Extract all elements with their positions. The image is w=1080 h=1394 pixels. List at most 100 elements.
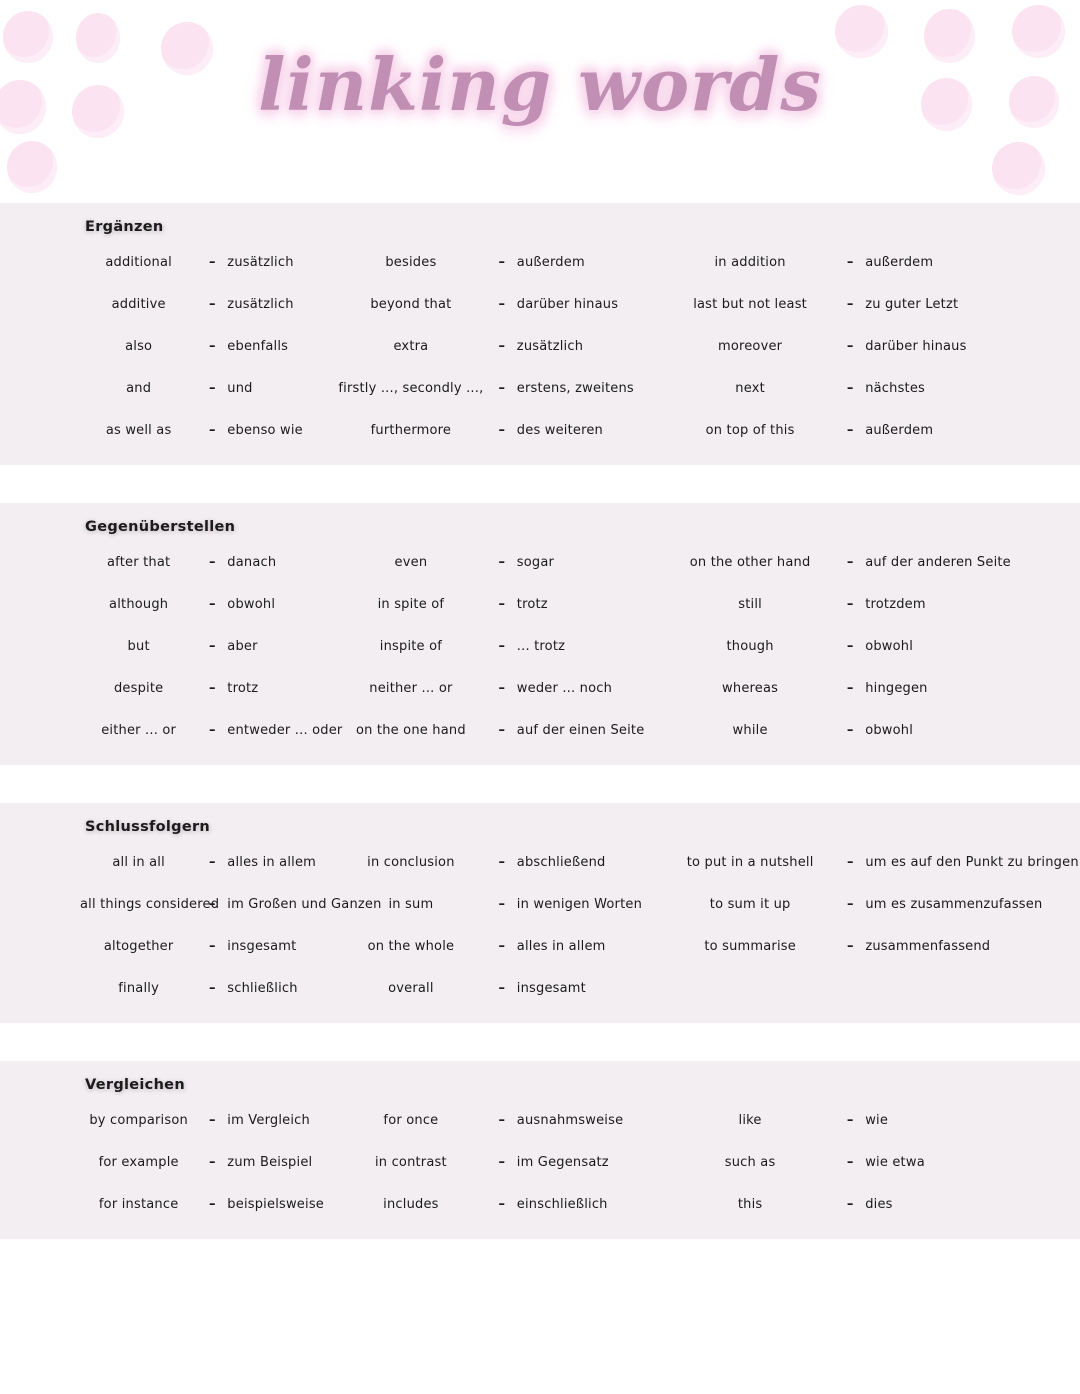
english-term: by comparison xyxy=(89,1112,188,1128)
word-pair-row: firstly ..., secondly ..., – erstens, zwei… xyxy=(335,367,665,409)
separator-dash: – xyxy=(498,854,506,870)
german-translation: alles in allem xyxy=(227,854,317,870)
separator-dash: – xyxy=(846,938,854,954)
german-translation: ebenso wie xyxy=(227,422,303,438)
english-term: to summarise xyxy=(704,938,796,954)
german-translation: hingegen xyxy=(865,680,928,696)
separator-dash: – xyxy=(846,1154,854,1170)
word-pair-row: but – aber xyxy=(80,625,335,667)
polka-dot-icon xyxy=(72,85,124,138)
german-translation: insgesamt xyxy=(516,980,586,996)
german-translation: alles in allem xyxy=(516,938,606,954)
polka-dot-icon xyxy=(7,141,57,193)
separator-dash: – xyxy=(498,680,506,696)
english-term: firstly ..., secondly ..., xyxy=(338,380,484,396)
word-pair-row: in contrast – im Gegensatz xyxy=(335,1141,665,1183)
english-term: in sum xyxy=(388,896,434,912)
english-term: furthermore xyxy=(370,422,452,438)
english-term: to put in a nutshell xyxy=(686,854,814,870)
english-term: extra xyxy=(393,338,429,354)
german-translation: schließlich xyxy=(227,980,298,996)
german-translation: darüber hinaus xyxy=(516,296,619,312)
sections-container: Ergänzen additional – zusätzlich additive – zu… xyxy=(0,203,1080,1239)
english-term: such as xyxy=(724,1154,776,1170)
separator-dash: – xyxy=(846,1112,854,1128)
separator-dash: – xyxy=(498,1112,506,1128)
polka-dot-icon xyxy=(921,78,972,131)
english-term: in addition xyxy=(714,254,786,270)
english-term: besides xyxy=(385,254,437,270)
english-term: though xyxy=(726,638,774,654)
german-translation: ... trotz xyxy=(516,638,566,654)
separator-dash: – xyxy=(208,596,216,612)
german-translation: trotz xyxy=(227,680,259,696)
word-column: all in all – alles in allem all things cons… xyxy=(80,841,381,1009)
separator-dash: – xyxy=(208,380,216,396)
separator-dash: – xyxy=(498,380,506,396)
english-term: to sum it up xyxy=(709,896,791,912)
german-translation: und xyxy=(227,380,253,396)
german-translation: im Großen und Ganzen xyxy=(227,896,382,912)
english-term: also xyxy=(125,338,153,354)
english-term: moreover xyxy=(717,338,783,354)
section-panel-0: Ergänzen additional – zusätzlich additive – zu… xyxy=(0,203,1080,465)
separator-dash: – xyxy=(208,1112,216,1128)
separator-dash: – xyxy=(498,296,506,312)
separator-dash: – xyxy=(846,338,854,354)
word-pair-row: to summarise – zusammenfassend xyxy=(665,925,1035,967)
word-pair-row: still – trotzdem xyxy=(665,583,1035,625)
word-pair-row: extra – zusätzlich xyxy=(335,325,665,367)
english-term: in conclusion xyxy=(367,854,455,870)
polka-dot-icon xyxy=(161,22,213,75)
word-pair-row: this – dies xyxy=(665,1183,1035,1225)
separator-dash: – xyxy=(846,254,854,270)
word-pair-row: for once – ausnahmsweise xyxy=(335,1099,665,1141)
word-pair-row: overall – insgesamt xyxy=(335,967,665,1009)
separator-dash: – xyxy=(498,1196,506,1212)
word-column: by comparison – im Vergleich for example – zu… xyxy=(80,1099,335,1225)
separator-dash: – xyxy=(498,722,506,738)
word-pair-row: all things considered – im Großen und Ganz… xyxy=(80,883,381,925)
word-pair-row: while – obwohl xyxy=(665,709,1035,751)
separator-dash: – xyxy=(208,338,216,354)
english-term: while xyxy=(732,722,768,738)
word-pair-row: to put in a nutshell – um es auf den Punkt… xyxy=(665,841,1079,883)
word-pair-row: includes – einschließlich xyxy=(335,1183,665,1225)
word-pair-row: in conclusion – abschließend xyxy=(335,841,665,883)
german-translation: obwohl xyxy=(865,722,914,738)
separator-dash: – xyxy=(208,254,216,270)
section-panel-3: Vergleichen by comparison – im Vergleich for… xyxy=(0,1061,1080,1239)
german-translation: entweder ... oder xyxy=(227,722,343,738)
word-pair-row: like – wie xyxy=(665,1099,1035,1141)
polka-dot-icon xyxy=(835,5,888,58)
english-term: even xyxy=(394,554,428,570)
german-translation: zusätzlich xyxy=(227,254,294,270)
word-pair-row: although – obwohl xyxy=(80,583,335,625)
english-term: like xyxy=(738,1112,762,1128)
english-term: still xyxy=(738,596,762,612)
separator-dash: – xyxy=(846,722,854,738)
english-term: on the other hand xyxy=(689,554,811,570)
word-column: even – sogar in spite of – trotz inspite of –..… xyxy=(335,541,665,751)
separator-dash: – xyxy=(208,554,216,570)
word-pair-row: inspite of –... trotz xyxy=(335,625,665,667)
word-pair-row: finally – schließlich xyxy=(80,967,335,1009)
polka-dot-icon xyxy=(924,9,975,63)
separator-dash: – xyxy=(498,338,506,354)
german-translation: im Vergleich xyxy=(227,1112,310,1128)
english-term: all things considered xyxy=(80,896,220,912)
german-translation: aber xyxy=(227,638,258,654)
english-term: and xyxy=(126,380,152,396)
english-term: beyond that xyxy=(370,296,452,312)
german-translation: auf der anderen Seite xyxy=(865,554,1011,570)
english-term: last but not least xyxy=(693,296,807,312)
german-translation: sogar xyxy=(516,554,555,570)
separator-dash: – xyxy=(846,1196,854,1212)
english-term: altogether xyxy=(103,938,174,954)
word-pair-row: despite – trotz xyxy=(80,667,335,709)
word-pair-row: next – nächstes xyxy=(665,367,1035,409)
german-translation: insgesamt xyxy=(227,938,297,954)
word-pair-row: in addition – außerdem xyxy=(665,241,1035,283)
german-translation: erstens, zweitens xyxy=(516,380,634,396)
german-translation: obwohl xyxy=(865,638,914,654)
